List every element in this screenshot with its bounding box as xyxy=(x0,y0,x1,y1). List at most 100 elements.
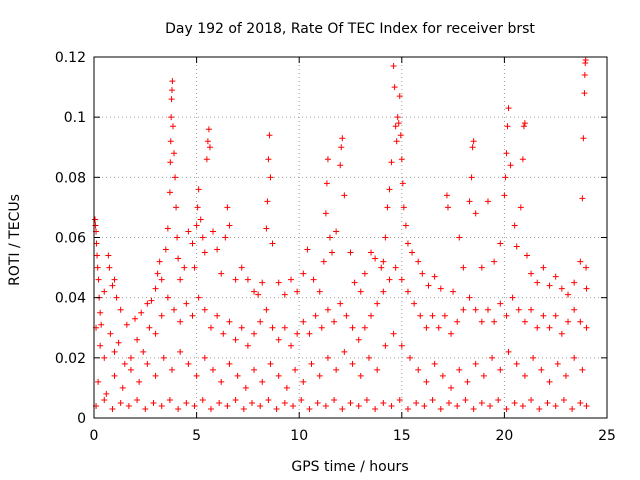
data-point xyxy=(160,354,167,361)
data-point xyxy=(251,288,258,295)
data-point xyxy=(287,342,294,349)
data-point xyxy=(123,321,130,328)
data-point xyxy=(386,276,393,283)
data-point xyxy=(173,204,180,211)
data-point xyxy=(519,402,526,409)
data-point xyxy=(134,336,141,343)
data-point xyxy=(193,372,200,379)
data-point xyxy=(363,396,370,403)
data-point xyxy=(495,396,502,403)
data-point xyxy=(207,324,214,331)
data-point xyxy=(97,309,104,316)
data-point xyxy=(409,249,416,256)
data-point xyxy=(265,156,272,163)
data-point xyxy=(304,246,311,253)
data-point xyxy=(398,342,405,349)
data-point xyxy=(398,156,405,163)
data-point xyxy=(396,396,403,403)
data-point xyxy=(513,243,520,250)
data-point xyxy=(189,240,196,247)
x-axis-label: GPS time / hours xyxy=(291,459,408,475)
data-point xyxy=(214,246,221,253)
data-point xyxy=(419,270,426,277)
data-point xyxy=(259,378,266,385)
data-point xyxy=(579,195,586,202)
data-point xyxy=(361,324,368,331)
data-points xyxy=(92,57,590,412)
data-point xyxy=(390,330,397,337)
data-point xyxy=(168,96,175,103)
data-point xyxy=(132,315,139,322)
data-point xyxy=(115,339,122,346)
data-point xyxy=(365,354,372,361)
plot-frame xyxy=(93,56,608,419)
data-point xyxy=(193,222,200,229)
y-tick-label: 0.08 xyxy=(55,170,86,186)
data-point xyxy=(255,291,262,298)
data-point xyxy=(283,384,290,391)
data-point xyxy=(174,234,181,241)
data-point xyxy=(552,402,559,409)
data-point xyxy=(386,186,393,193)
data-point xyxy=(437,405,444,412)
data-point xyxy=(391,84,398,91)
data-point xyxy=(95,378,102,385)
data-point xyxy=(393,138,400,145)
data-point xyxy=(577,399,584,406)
data-point xyxy=(478,399,485,406)
data-point xyxy=(251,366,258,373)
data-point xyxy=(183,300,190,307)
data-point xyxy=(292,366,299,373)
data-point xyxy=(105,252,112,259)
data-point xyxy=(429,312,436,319)
data-point xyxy=(121,360,128,367)
data-point xyxy=(170,123,177,130)
data-point xyxy=(357,288,364,295)
data-point xyxy=(94,264,101,271)
data-point xyxy=(189,312,196,319)
data-point xyxy=(175,255,182,262)
data-point xyxy=(206,144,213,151)
data-point xyxy=(497,300,504,307)
y-tick-label: 0.1 xyxy=(64,110,86,126)
data-point xyxy=(214,312,221,319)
data-point xyxy=(152,372,159,379)
data-point xyxy=(242,384,249,391)
y-axis-label: ROTI / TECUs xyxy=(7,194,23,286)
data-point xyxy=(431,360,438,367)
data-point xyxy=(324,354,331,361)
data-point xyxy=(534,324,541,331)
data-point xyxy=(158,402,165,409)
data-point xyxy=(445,399,452,406)
data-point xyxy=(111,372,118,379)
data-point xyxy=(583,402,590,409)
data-point xyxy=(294,330,301,337)
data-point xyxy=(544,399,551,406)
data-point xyxy=(552,273,559,280)
data-point xyxy=(306,330,313,337)
data-point xyxy=(372,255,379,262)
data-point xyxy=(312,312,319,319)
data-point xyxy=(300,318,307,325)
data-point xyxy=(388,402,395,409)
data-point xyxy=(560,396,567,403)
data-point xyxy=(380,399,387,406)
data-point xyxy=(224,402,231,409)
data-point xyxy=(466,198,473,205)
data-point xyxy=(374,366,381,373)
data-point xyxy=(337,300,344,307)
data-point xyxy=(402,222,409,229)
data-point xyxy=(111,276,118,283)
data-point xyxy=(423,324,430,331)
data-point xyxy=(404,405,411,412)
data-point xyxy=(571,354,578,361)
data-point xyxy=(583,264,590,271)
data-point xyxy=(521,372,528,379)
data-point xyxy=(177,276,184,283)
data-point xyxy=(429,396,436,403)
data-point xyxy=(329,249,336,256)
data-point xyxy=(396,93,403,100)
data-point xyxy=(338,144,345,151)
data-point xyxy=(323,180,330,187)
data-point xyxy=(181,264,188,271)
